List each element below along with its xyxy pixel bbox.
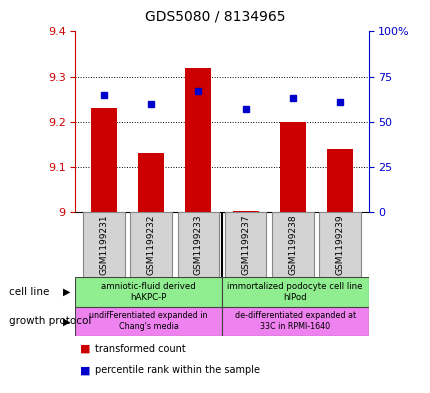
Text: GSM1199232: GSM1199232 [146, 215, 155, 275]
FancyBboxPatch shape [75, 277, 221, 307]
Bar [91, 108, 117, 212]
Text: growth protocol: growth protocol [9, 316, 91, 326]
Text: GSM1199233: GSM1199233 [194, 214, 203, 275]
Bar [232, 211, 258, 212]
FancyBboxPatch shape [177, 212, 218, 277]
FancyBboxPatch shape [271, 212, 313, 277]
FancyBboxPatch shape [75, 307, 221, 336]
Text: GSM1199238: GSM1199238 [288, 214, 297, 275]
FancyBboxPatch shape [221, 307, 368, 336]
Bar [279, 122, 305, 212]
Text: GSM1199237: GSM1199237 [240, 214, 249, 275]
Text: GSM1199239: GSM1199239 [335, 214, 344, 275]
Text: transformed count: transformed count [95, 344, 185, 354]
Text: immortalized podocyte cell line
hIPod: immortalized podocyte cell line hIPod [227, 282, 362, 302]
FancyBboxPatch shape [224, 212, 266, 277]
Text: GDS5080 / 8134965: GDS5080 / 8134965 [145, 10, 285, 24]
Text: ■: ■ [80, 344, 93, 354]
Text: undifFerentiated expanded in
Chang's media: undifFerentiated expanded in Chang's med… [89, 311, 207, 331]
Bar [185, 68, 211, 212]
Bar [326, 149, 352, 212]
Text: percentile rank within the sample: percentile rank within the sample [95, 365, 259, 375]
FancyBboxPatch shape [319, 212, 360, 277]
Text: amniotic-fluid derived
hAKPC-P: amniotic-fluid derived hAKPC-P [101, 282, 196, 302]
Text: GSM1199231: GSM1199231 [99, 214, 108, 275]
Bar [138, 153, 164, 212]
FancyBboxPatch shape [130, 212, 172, 277]
Text: de-differentiated expanded at
33C in RPMI-1640: de-differentiated expanded at 33C in RPM… [234, 311, 355, 331]
Text: cell line: cell line [9, 287, 49, 297]
FancyBboxPatch shape [221, 277, 368, 307]
Text: ▶: ▶ [63, 316, 71, 326]
Text: ■: ■ [80, 365, 93, 375]
FancyBboxPatch shape [83, 212, 124, 277]
Text: ▶: ▶ [63, 287, 71, 297]
